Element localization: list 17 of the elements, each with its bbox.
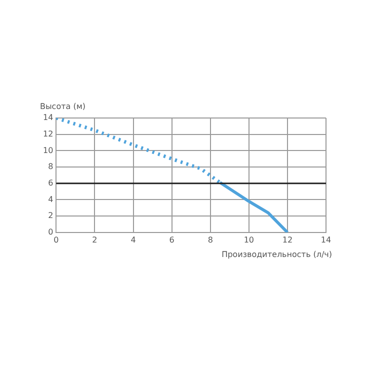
y-axis-title: Высота (м) xyxy=(40,102,86,111)
y-tick-label: 4 xyxy=(48,194,54,204)
x-tick-label: 14 xyxy=(320,235,332,244)
y-tick-label: 8 xyxy=(48,162,54,172)
y-tick-label: 0 xyxy=(48,227,54,236)
y-tick-label: 14 xyxy=(42,113,54,122)
x-tick-label: 2 xyxy=(92,235,98,244)
x-tick-label: 12 xyxy=(282,235,293,244)
x-tick-label: 10 xyxy=(244,235,254,244)
y-tick-label: 12 xyxy=(42,129,54,138)
y-tick-label: 10 xyxy=(42,146,54,155)
x-tick-label: 4 xyxy=(130,235,136,244)
x-tick-label: 6 xyxy=(169,235,174,244)
x-axis-title: Производительность (л/ч) xyxy=(222,250,332,259)
y-tick-label: 6 xyxy=(48,178,54,188)
y-tick-label: 2 xyxy=(48,211,54,220)
x-tick-label: 8 xyxy=(208,235,213,244)
